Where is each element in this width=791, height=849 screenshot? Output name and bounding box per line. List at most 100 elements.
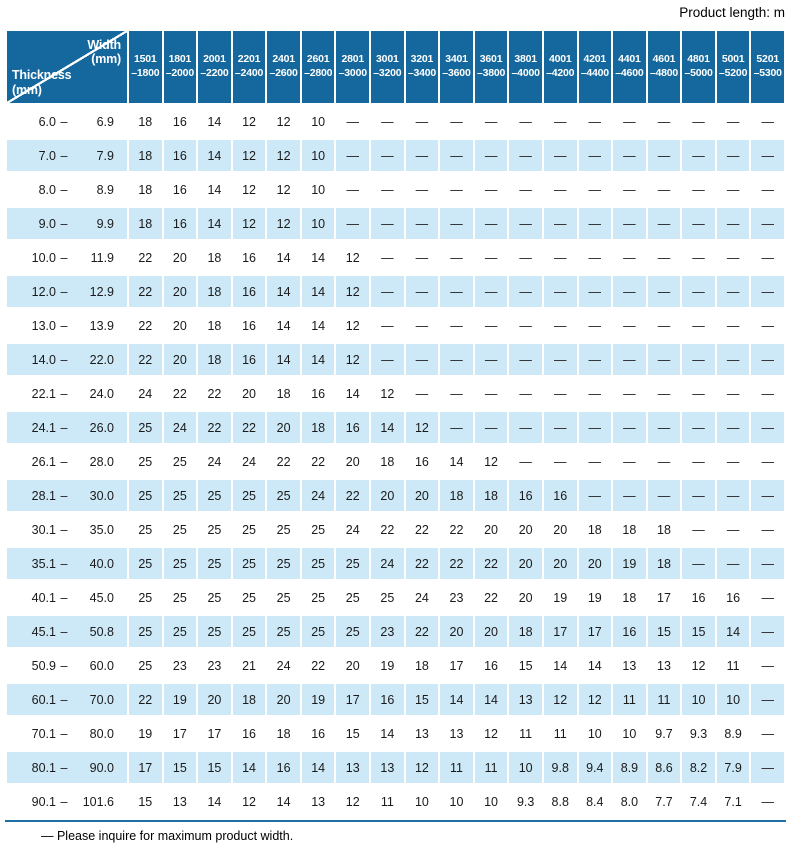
length-value-cell: — [543, 174, 577, 205]
length-value-cell: — [751, 378, 784, 409]
length-value-cell: — [751, 344, 784, 375]
corner-cell: Width (mm) Thickness (mm) [7, 31, 127, 103]
length-value-cell: 18 [509, 616, 542, 647]
thickness-max: 70.0 [89, 692, 114, 707]
thickness-range-cell: 26.1– 28.0 [7, 446, 127, 477]
length-value-cell: 25 [163, 446, 197, 477]
length-value-cell: — [613, 480, 646, 511]
thickness-min: 7.0 [38, 148, 56, 163]
length-value-cell: 19 [163, 684, 197, 715]
length-value-cell: — [613, 208, 646, 239]
table-row: 24.1–26.0 25 24 22 22 20 18 16 14 12— — — — — — — — — — [7, 412, 784, 443]
length-value-cell: 17 [578, 616, 612, 647]
length-value-cell: 15 [163, 752, 197, 783]
length-value-cell: 13 [647, 650, 681, 681]
length-value-cell: 13 [163, 786, 197, 817]
length-value-cell: — [613, 310, 646, 341]
thickness-min: 8.0 [38, 182, 56, 197]
length-value-cell: 19 [301, 684, 335, 715]
header-row: Width (mm) Thickness (mm) 1501 –1800 1801 –… [7, 31, 784, 103]
length-value-cell: — [682, 106, 715, 137]
length-value-cell: 24 [371, 548, 404, 579]
length-value-cell: — [751, 684, 784, 715]
length-value-cell: 12 [267, 208, 300, 239]
length-value-cell: — [716, 174, 750, 205]
length-value-cell: 22 [405, 548, 439, 579]
length-value-cell: 14 [440, 684, 473, 715]
length-value-cell: — [751, 786, 784, 817]
length-value-cell: — [474, 344, 508, 375]
thickness-min: 24.1 [31, 420, 56, 435]
length-value-cell: 8.8 [543, 786, 577, 817]
length-value-cell: — [578, 480, 612, 511]
thickness-range-cell: 60.1– 70.0 [7, 684, 127, 715]
length-value-cell: — [647, 140, 681, 171]
length-value-cell: — [751, 582, 784, 613]
width-column-header: 2201 –2400 [232, 31, 266, 103]
length-value-cell: 25 [129, 446, 162, 477]
length-value-cell: — [474, 208, 508, 239]
length-value-cell: 14 [301, 310, 335, 341]
length-value-cell: — [440, 140, 473, 171]
length-value-cell: — [647, 378, 681, 409]
length-value-cell: — [371, 106, 404, 137]
length-value-cell: — [509, 310, 542, 341]
length-value-cell: 23 [371, 616, 404, 647]
table-row: 8.0–8.9 18 16 14 12 12 10— — — — — — — — — — — — — [7, 174, 784, 205]
table-row: 30.1–35.0 25 25 25 25 25 25 24 22 22 22 20 20 20 18 18 1… [7, 514, 784, 545]
length-value-cell: 20 [163, 344, 197, 375]
length-value-cell: 18 [198, 344, 231, 375]
length-value-cell: 11 [647, 684, 681, 715]
length-value-cell: 13 [405, 718, 439, 749]
length-value-cell: 14 [301, 276, 335, 307]
length-value-cell: 18 [371, 446, 404, 477]
length-value-cell: 22 [129, 242, 162, 273]
length-value-cell: — [682, 344, 715, 375]
width-column-header: 5001 –5200 [716, 31, 750, 103]
length-value-cell: 25 [371, 582, 404, 613]
length-value-cell: 14 [198, 106, 231, 137]
length-value-cell: 22 [301, 650, 335, 681]
range-dash: – [60, 726, 68, 741]
length-value-cell: 12 [232, 786, 266, 817]
thickness-max: 9.9 [96, 216, 114, 231]
length-value-cell: 12 [682, 650, 715, 681]
length-value-cell: — [647, 208, 681, 239]
length-value-cell: — [682, 378, 715, 409]
length-value-cell: 20 [509, 582, 542, 613]
length-value-cell: 12 [336, 242, 370, 273]
length-value-cell: — [682, 480, 715, 511]
product-length-table: Width (mm) Thickness (mm) 1501 –1800 1801 –… [5, 28, 786, 820]
length-value-cell: 25 [198, 616, 231, 647]
length-value-cell: — [336, 208, 370, 239]
length-value-cell: 23 [440, 582, 473, 613]
length-value-cell: — [751, 752, 784, 783]
length-value-cell: — [682, 208, 715, 239]
thickness-min: 60.1 [31, 692, 56, 707]
length-value-cell: 22 [129, 344, 162, 375]
thickness-range-cell: 6.0– 6.9 [7, 106, 127, 137]
length-value-cell: — [578, 106, 612, 137]
length-value-cell: 12 [474, 718, 508, 749]
length-value-cell: — [682, 310, 715, 341]
length-value-cell: — [440, 412, 473, 443]
length-value-cell: — [543, 412, 577, 443]
length-value-cell: 23 [163, 650, 197, 681]
length-value-cell: — [716, 310, 750, 341]
range-dash: – [60, 658, 68, 673]
length-value-cell: 13 [301, 786, 335, 817]
length-value-cell: 14 [301, 344, 335, 375]
width-column-header: 4201 –4400 [578, 31, 612, 103]
range-dash: – [60, 148, 68, 163]
table-row: 7.0–7.9 18 16 14 12 12 10— — — — — — — — — — — — — [7, 140, 784, 171]
table-row: 13.0–13.9 22 20 18 16 14 14 12— — — — — — — — — — — — [7, 310, 784, 341]
length-value-cell: 17 [336, 684, 370, 715]
table-row: 14.0–22.0 22 20 18 16 14 14 12— — — — — — — — — — — — [7, 344, 784, 375]
range-dash: – [60, 488, 68, 503]
length-value-cell: — [336, 106, 370, 137]
length-value-cell: 18 [474, 480, 508, 511]
length-value-cell: 22 [440, 514, 473, 545]
length-value-cell: 10 [613, 718, 646, 749]
length-value-cell: 19 [613, 548, 646, 579]
length-value-cell: 20 [198, 684, 231, 715]
